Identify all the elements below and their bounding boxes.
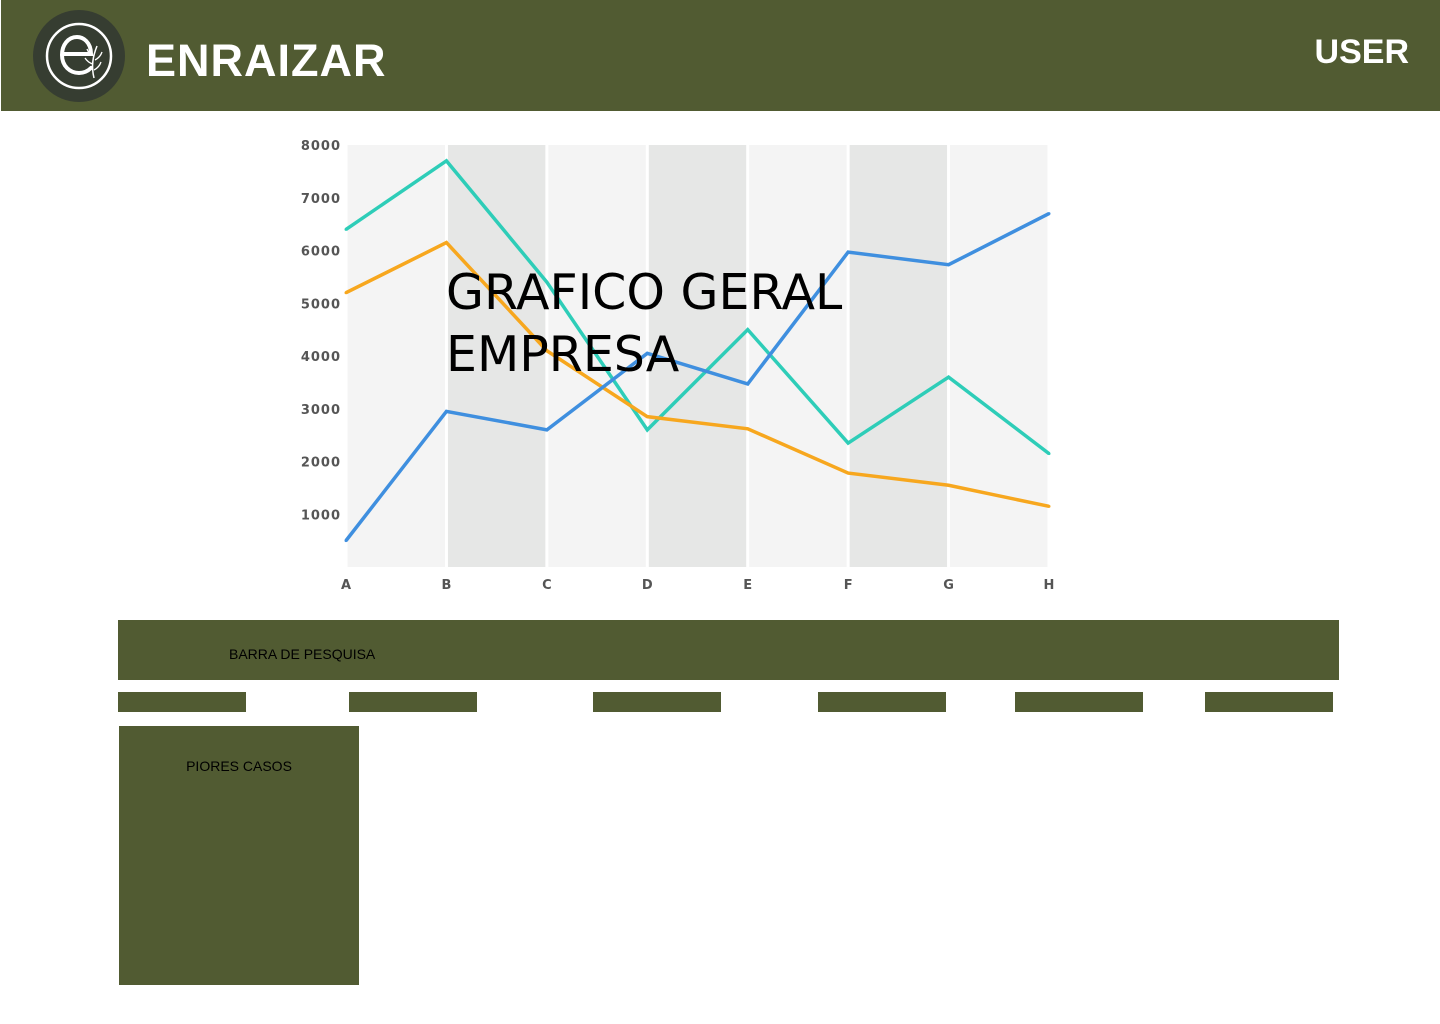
data-point xyxy=(444,241,448,245)
x-tick-label: G xyxy=(943,578,954,593)
data-point xyxy=(1047,212,1051,216)
data-point xyxy=(545,349,549,353)
y-tick-label: 5000 xyxy=(301,297,341,312)
filter-button-2[interactable] xyxy=(349,692,477,712)
chart-title: GRAFICO GERAL EMPRESA xyxy=(446,264,843,383)
app-header: ENRAIZAR USER xyxy=(1,0,1440,111)
y-tick-label: 1000 xyxy=(301,508,341,523)
worst-cases-panel: PIORES CASOS xyxy=(119,726,359,985)
x-tick-label: E xyxy=(743,578,752,593)
chart-band xyxy=(446,145,547,567)
chart-band xyxy=(647,145,748,567)
data-point xyxy=(846,471,850,475)
data-point xyxy=(746,328,750,332)
search-bar[interactable]: BARRA DE PESQUISA xyxy=(118,620,1339,680)
chart-band xyxy=(346,145,447,567)
series-line-3 xyxy=(344,212,1050,542)
x-tick-label: F xyxy=(844,578,853,593)
y-tick-label: 2000 xyxy=(301,456,341,471)
chart-svg: 1000 2000 3000 4000 5000 6000 7000 8000 A B C D E F G H xyxy=(301,139,1055,593)
data-point xyxy=(545,428,549,432)
data-point xyxy=(645,415,649,419)
search-bar-label: BARRA DE PESQUISA xyxy=(229,646,376,662)
data-point xyxy=(947,483,951,487)
brand-name: ENRAIZAR xyxy=(146,35,387,86)
company-line-chart: 1000 2000 3000 4000 5000 6000 7000 8000 A B C D E F G H xyxy=(290,130,1070,600)
chart-band xyxy=(848,145,949,567)
filter-button-3[interactable] xyxy=(593,692,721,712)
data-point xyxy=(645,428,649,432)
x-tick-label: B xyxy=(441,578,451,593)
y-tick-label: 7000 xyxy=(301,192,341,207)
data-point xyxy=(545,280,549,284)
x-tick-label: C xyxy=(542,578,552,593)
y-tick-label: 8000 xyxy=(301,139,341,154)
data-point xyxy=(947,375,951,379)
worst-cases-title: PIORES CASOS xyxy=(186,758,292,774)
chart-band xyxy=(747,145,849,567)
series-line-2 xyxy=(345,240,1050,509)
filter-button-5[interactable] xyxy=(1015,692,1143,712)
data-point xyxy=(344,291,348,295)
user-menu-button[interactable]: USER xyxy=(1314,33,1409,71)
data-point xyxy=(1047,504,1051,508)
filter-button-1[interactable] xyxy=(118,692,246,712)
y-tick-label: 6000 xyxy=(301,245,341,260)
data-point xyxy=(846,250,850,254)
data-point xyxy=(444,159,448,163)
data-point xyxy=(344,227,348,231)
data-point xyxy=(645,351,649,355)
filter-button-4[interactable] xyxy=(818,692,946,712)
x-tick-label: H xyxy=(1044,578,1055,593)
filter-button-6[interactable] xyxy=(1205,692,1333,712)
x-tick-label: A xyxy=(341,578,351,593)
y-tick-label: 4000 xyxy=(301,350,341,365)
data-point xyxy=(746,427,750,431)
data-point xyxy=(1047,452,1051,456)
series-line-1 xyxy=(345,158,1051,455)
data-point xyxy=(444,409,448,413)
logo[interactable] xyxy=(33,10,125,102)
y-tick-label: 3000 xyxy=(301,403,341,418)
data-point xyxy=(846,441,850,445)
data-point xyxy=(344,539,348,543)
data-point xyxy=(746,382,750,386)
leaf-e-logo-icon xyxy=(45,22,113,90)
data-point xyxy=(947,263,951,267)
x-tick-label: D xyxy=(642,578,653,593)
